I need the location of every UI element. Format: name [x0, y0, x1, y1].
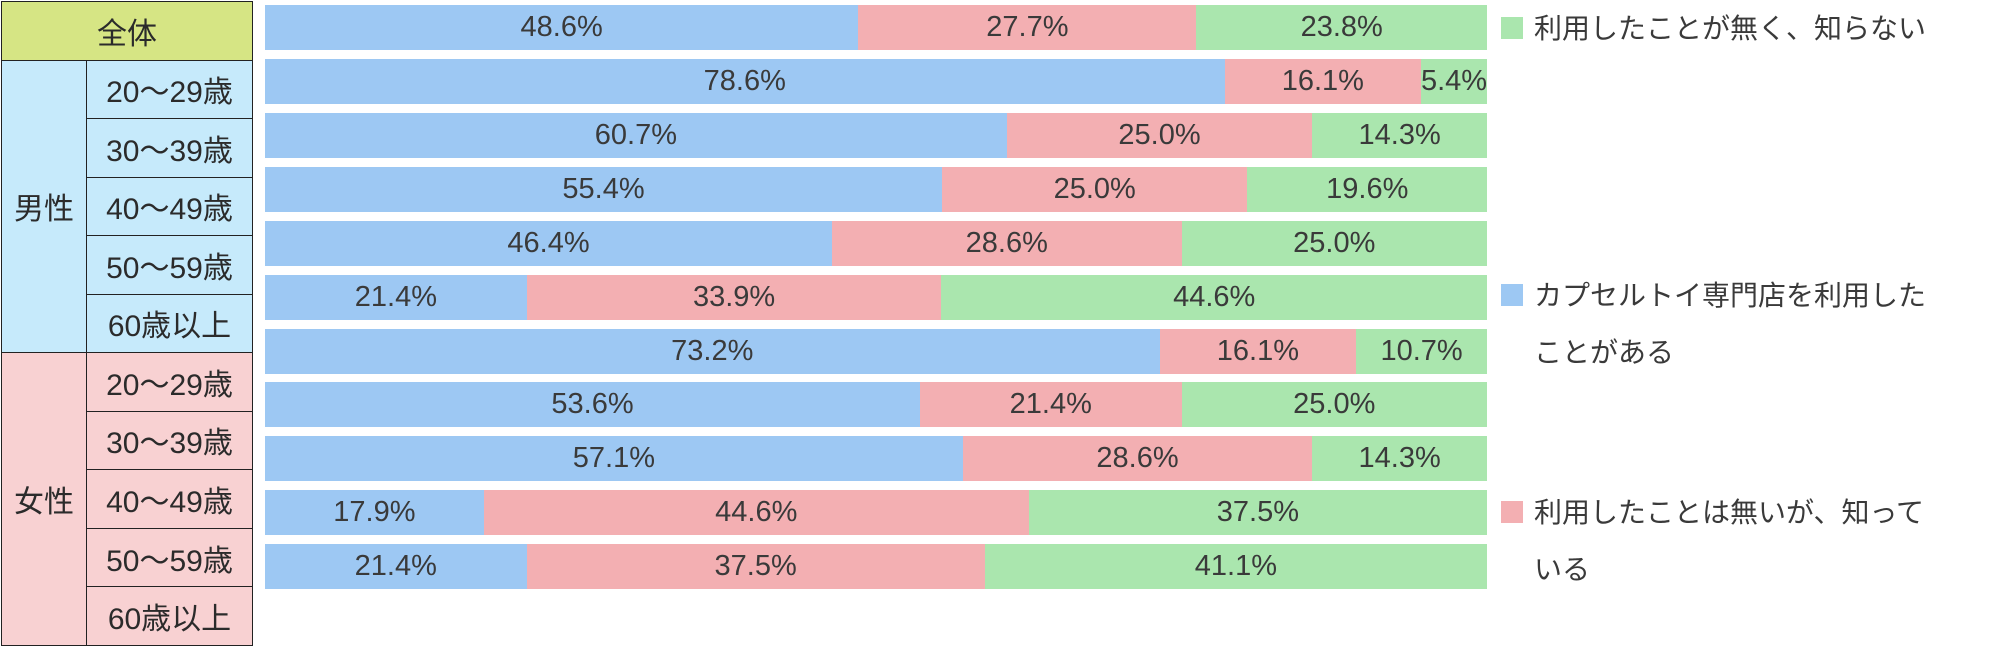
bar-segment: 44.6% — [483, 490, 1029, 536]
bar-row: 48.6% 27.7% 23.8% — [265, 5, 1487, 50]
age-cell: 30〜39歳 — [86, 410, 253, 471]
bar-segment: 21.4% — [265, 544, 527, 590]
bar-segment: 48.6% — [265, 5, 859, 50]
bar-segment: 60.7% — [265, 112, 1007, 158]
bar-row: 21.4% 37.5% 41.1% — [265, 544, 1487, 590]
table-row: 60歳以上 — [2, 586, 253, 646]
legend-item-unknown: 利用したことが無く、知らない — [1501, 0, 1993, 57]
legend-swatch-blue — [1501, 284, 1523, 306]
category-table: 全体 男性 20〜29歳 30〜39歳 40〜49歳 50〜59歳 60歳以上 女性 20〜29… — [1, 1, 253, 646]
legend-label: カプセルトイ専門店を利用したことがある — [1534, 280, 1927, 368]
age-cell: 60歳以上 — [86, 293, 253, 354]
table-row: 60歳以上 — [2, 293, 253, 354]
age-cell: 30〜39歳 — [86, 118, 253, 178]
table-row: 女性 20〜29歳 — [1, 352, 253, 646]
overall-cell: 全体 — [1, 1, 253, 61]
bar-row: 55.4% 25.0% 19.6% — [265, 166, 1487, 212]
bar-row: 17.9% 44.6% 37.5% — [265, 490, 1487, 536]
group-cell: 女性 — [1, 352, 87, 646]
bar-row: 21.4% 33.9% 44.6% — [265, 274, 1487, 320]
bar-segment: 78.6% — [265, 58, 1225, 104]
age-cell: 20〜29歳 — [86, 59, 253, 120]
table-row: 40〜49歳 — [2, 469, 253, 529]
bar-row: 57.1% 28.6% 14.3% — [265, 436, 1487, 482]
table-row: 50〜59歳 — [2, 527, 253, 588]
age-cell: 60歳以上 — [86, 586, 253, 646]
bar-segment: 5.4% — [1421, 58, 1487, 104]
age-cell: 20〜29歳 — [86, 352, 253, 412]
bar-segment: 16.1% — [1159, 328, 1357, 374]
bar-segment: 25.0% — [1006, 112, 1313, 158]
bar-segment: 19.6% — [1247, 166, 1487, 212]
group-cell: 男性 — [1, 59, 87, 354]
bar-segment: 14.3% — [1312, 112, 1487, 158]
legend-swatch-green — [1501, 17, 1523, 39]
bar-row: 60.7% 25.0% 14.3% — [265, 112, 1487, 158]
bar-segment: 53.6% — [265, 382, 920, 428]
table-row: 男性 20〜29歳 — [1, 59, 253, 354]
bar-segment: 25.0% — [941, 166, 1248, 212]
legend-item-used: カプセルトイ専門店を利用したことがある — [1501, 267, 1993, 381]
bar-segment: 21.4% — [919, 382, 1182, 428]
bar-segment: 37.5% — [526, 544, 985, 590]
age-cell: 50〜59歳 — [86, 235, 253, 295]
bar-segment: 46.4% — [265, 220, 833, 266]
bar-segment: 10.7% — [1356, 328, 1487, 374]
bar-segment: 25.0% — [1181, 382, 1487, 428]
bar-segment: 14.3% — [1312, 436, 1487, 482]
bar-segment: 33.9% — [526, 274, 942, 320]
category-table-body: 全体 男性 20〜29歳 30〜39歳 40〜49歳 50〜59歳 60歳以上 女性 20〜29… — [1, 1, 253, 646]
bar-segment: 55.4% — [265, 166, 942, 212]
bar-segment: 73.2% — [265, 328, 1160, 374]
bar-chart-area: 48.6% 27.7% 23.8% 78.6% 16.1% 5.4% 60.7% 25.0% 1… — [265, 0, 1487, 647]
table-row: 30〜39歳 — [2, 118, 253, 178]
age-cell: 50〜59歳 — [86, 527, 253, 588]
legend-item-known-not-used: 利用したことは無いが、知っている — [1501, 484, 1993, 598]
bar-segment: 44.6% — [941, 274, 1487, 320]
age-cell: 40〜49歳 — [86, 469, 253, 529]
legend-label: 利用したことが無く、知らない — [1534, 13, 1927, 44]
bar-segment: 37.5% — [1028, 490, 1487, 536]
legend-label: 利用したことは無いが、知っている — [1534, 497, 1925, 585]
bar-segment: 16.1% — [1224, 58, 1422, 104]
bar-row: 78.6% 16.1% 5.4% — [265, 58, 1487, 104]
bar-row: 53.6% 21.4% 25.0% — [265, 382, 1487, 428]
bar-segment: 23.8% — [1196, 5, 1487, 50]
age-cell: 40〜49歳 — [86, 176, 253, 237]
bar-segment: 28.6% — [832, 220, 1182, 266]
bar-row: 73.2% 16.1% 10.7% — [265, 328, 1487, 374]
legend-swatch-pink — [1501, 501, 1523, 523]
bar-row: 46.4% 28.6% 25.0% — [265, 220, 1487, 266]
bar-segment: 27.7% — [858, 5, 1197, 50]
bar-segment: 17.9% — [265, 490, 484, 536]
table-row: 40〜49歳 — [2, 176, 253, 237]
bar-segment: 21.4% — [265, 274, 527, 320]
bar-segment: 28.6% — [962, 436, 1313, 482]
bar-segment: 57.1% — [265, 436, 963, 482]
bar-segment: 41.1% — [984, 544, 1487, 590]
table-row: 30〜39歳 — [2, 410, 253, 471]
bar-segment: 25.0% — [1181, 220, 1487, 266]
